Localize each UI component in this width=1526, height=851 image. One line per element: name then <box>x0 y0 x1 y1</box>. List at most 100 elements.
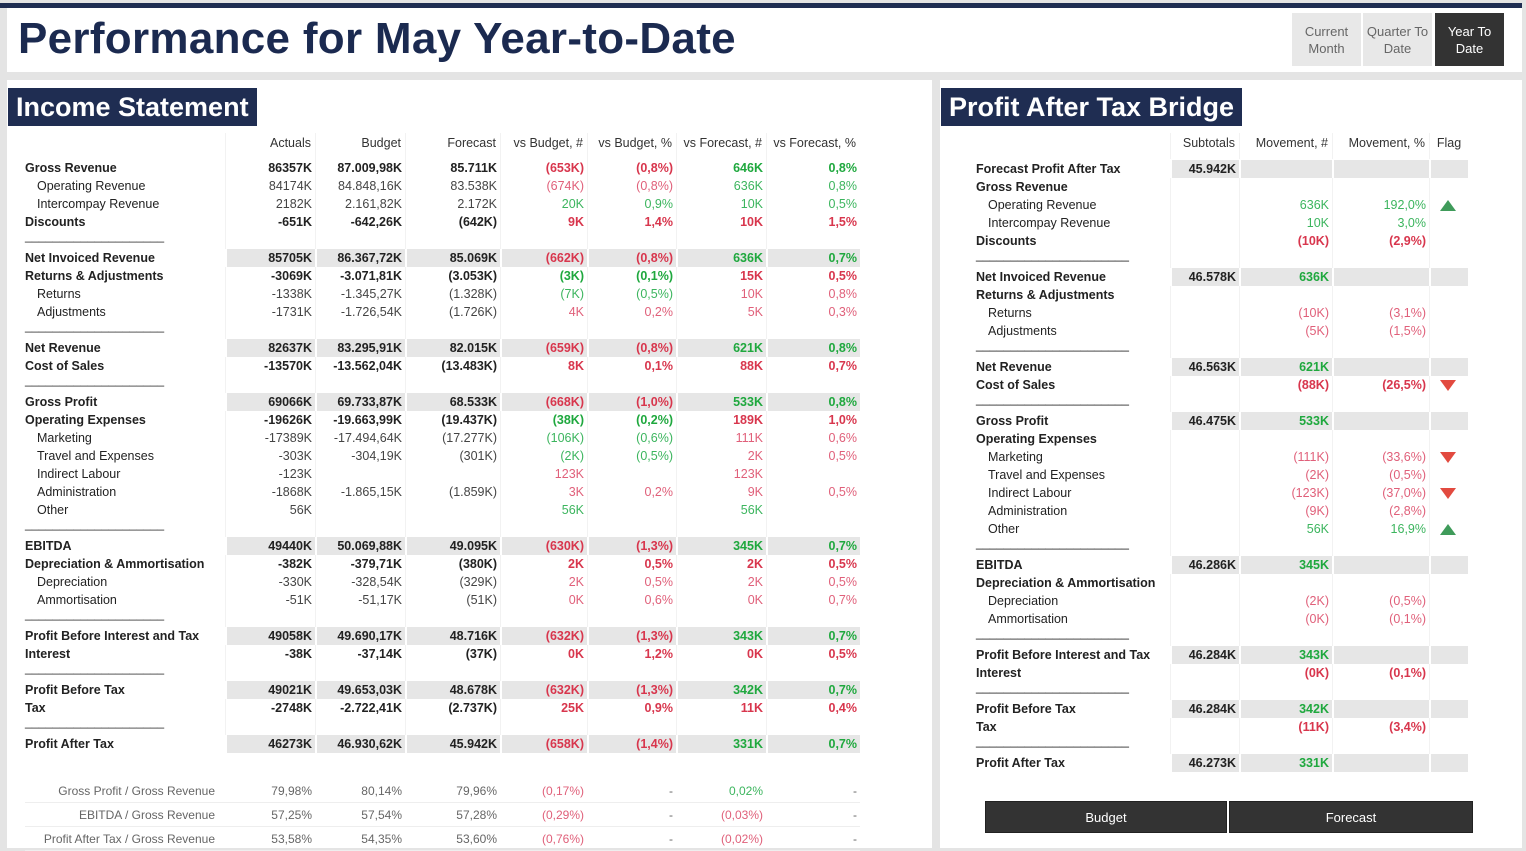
cell-vs-budget: (0,5%) <box>587 285 676 303</box>
cell-subtotal <box>1170 484 1239 502</box>
cell-movement-number: 10K <box>1239 214 1332 232</box>
cell-movement-number <box>1239 160 1332 178</box>
cell-vs-budget: (662K) <box>500 249 587 267</box>
cell-subtotal: 46.284K <box>1170 700 1239 718</box>
cell-vs-forecast <box>766 519 860 537</box>
ratio-value: 57,25% <box>271 808 312 822</box>
cell-movement-percent: (1,5%) <box>1332 322 1429 340</box>
cell-movement-number: 56K <box>1239 520 1332 538</box>
cell-forecast: (37K) <box>405 645 500 663</box>
ratio-row: Gross Profit / Gross Revenue 79,98% 80,14%… <box>25 779 860 803</box>
forecast-button[interactable]: Forecast <box>1229 801 1473 833</box>
cell-flag <box>1429 376 1468 394</box>
table-row: Interest -38K -37,14K (37K) 0K 1,2% 0K 0,5% <box>25 645 860 663</box>
cell-vs-budget: (630K) <box>500 537 587 555</box>
income-statement-table: Actuals Budget Forecast vs Budget, # vs Budg… <box>25 133 860 851</box>
column-header: vs Budget, # <box>500 133 587 159</box>
cell-vs-forecast: 343K <box>676 627 766 645</box>
cell-forecast: 48.716K <box>405 627 500 645</box>
budget-button[interactable]: Budget <box>985 801 1227 833</box>
cell-forecast: 85.069K <box>405 249 500 267</box>
row-label: EBITDA <box>976 558 1023 572</box>
table-row: Depreciation & Ammortisation <box>976 574 1468 592</box>
cell-vs-budget: 56K <box>500 501 587 519</box>
cell-vs-forecast: 2K <box>676 447 766 465</box>
row-label: Tax <box>25 701 46 715</box>
cell-flag <box>1429 682 1468 700</box>
cell-budget: 69.733,87K <box>315 393 405 411</box>
cell-subtotal <box>1170 718 1239 736</box>
period-year-to-date-button[interactable]: Year To Date <box>1435 13 1504 66</box>
top-accent-bar <box>0 3 1522 8</box>
separator-line: ______________________ <box>976 734 1129 748</box>
cell-vs-budget: (7K) <box>500 285 587 303</box>
cell-flag <box>1429 286 1468 304</box>
cell-vs-budget: 0,9% <box>587 195 676 213</box>
cell-actuals: -382K <box>225 555 315 573</box>
cell-vs-forecast <box>766 501 860 519</box>
table-header: Subtotals Movement, # Movement, % Flag <box>976 133 1468 159</box>
column-header: Subtotals <box>1170 133 1239 159</box>
cell-movement-percent: 3,0% <box>1332 214 1429 232</box>
cell-flag <box>1429 628 1468 646</box>
period-quarter-to-date-button[interactable]: Quarter To Date <box>1363 13 1432 66</box>
separator-line: ____________________ <box>25 373 165 387</box>
cell-subtotal: 46.563K <box>1170 358 1239 376</box>
table-row: Operating Expenses -19626K -19.663,99K (19.… <box>25 411 860 429</box>
cell-movement-number: 331K <box>1239 754 1332 772</box>
cell-vs-budget: (0,5%) <box>587 447 676 465</box>
cell-forecast <box>405 609 500 627</box>
cell-forecast: (51K) <box>405 591 500 609</box>
cell-vs-budget <box>587 717 676 735</box>
ratio-label: EBITDA / Gross Revenue <box>78 808 215 822</box>
row-label: Depreciation <box>988 594 1059 608</box>
cell-actuals: 56K <box>225 501 315 519</box>
cell-forecast <box>405 321 500 339</box>
cell-actuals <box>225 519 315 537</box>
separator-line: ______________________ <box>976 626 1129 640</box>
cell-forecast: (17.277K) <box>405 429 500 447</box>
cell-vs-forecast: 0,3% <box>766 303 860 321</box>
cell-vs-forecast: 0,5% <box>766 645 860 663</box>
cell-movement-number <box>1239 286 1332 304</box>
row-label: Gross Profit <box>25 395 98 409</box>
cell-movement-percent <box>1332 700 1429 718</box>
cell-forecast: 68.533K <box>405 393 500 411</box>
cell-subtotal <box>1170 340 1239 358</box>
cell-movement-percent: (37,0%) <box>1332 484 1429 502</box>
cell-vs-budget <box>500 375 587 393</box>
table-row: Other 56K 16,9% <box>976 520 1468 538</box>
table-row: Discounts (10K) (2,9%) <box>976 232 1468 250</box>
cell-vs-budget: 8K <box>500 357 587 375</box>
table-row: Ammortisation -51K -51,17K (51K) 0K 0,6% 0K 0,7… <box>25 591 860 609</box>
separator-row: ______________________ <box>976 393 1468 412</box>
row-label: Profit Before Tax <box>25 683 125 697</box>
row-label: Gross Revenue <box>25 161 117 175</box>
table-row: Depreciation (2K) (0,5%) <box>976 592 1468 610</box>
cell-vs-forecast: 0,8% <box>766 393 860 411</box>
cell-vs-budget: 2K <box>500 573 587 591</box>
row-label: Returns & Adjustments <box>25 269 164 283</box>
cell-vs-budget: (106K) <box>500 429 587 447</box>
separator-line: ______________________ <box>976 338 1129 352</box>
cell-movement-number: (123K) <box>1239 484 1332 502</box>
table-row: Travel and Expenses (2K) (0,5%) <box>976 466 1468 484</box>
cell-vs-budget <box>587 663 676 681</box>
cell-forecast <box>405 717 500 735</box>
ratio-label: Profit After Tax / Gross Revenue <box>43 832 215 846</box>
period-current-month-button[interactable]: Current Month <box>1292 13 1361 66</box>
cell-movement-percent <box>1332 394 1429 412</box>
cell-forecast: (329K) <box>405 573 500 591</box>
cell-flag <box>1429 268 1468 286</box>
cell-vs-budget: (1,4%) <box>587 735 676 753</box>
cell-movement-number: (10K) <box>1239 232 1332 250</box>
cell-actuals <box>225 321 315 339</box>
table-row: Profit After Tax 46.273K 331K <box>976 754 1468 772</box>
cell-flag <box>1429 448 1468 466</box>
cell-movement-number <box>1239 538 1332 556</box>
cell-forecast: 2.172K <box>405 195 500 213</box>
cell-actuals: -2748K <box>225 699 315 717</box>
table-row: Travel and Expenses -303K -304,19K (301K) (2… <box>25 447 860 465</box>
ratio-label: Gross Profit / Gross Revenue <box>58 784 215 798</box>
separator-line: ______________________ <box>976 680 1129 694</box>
